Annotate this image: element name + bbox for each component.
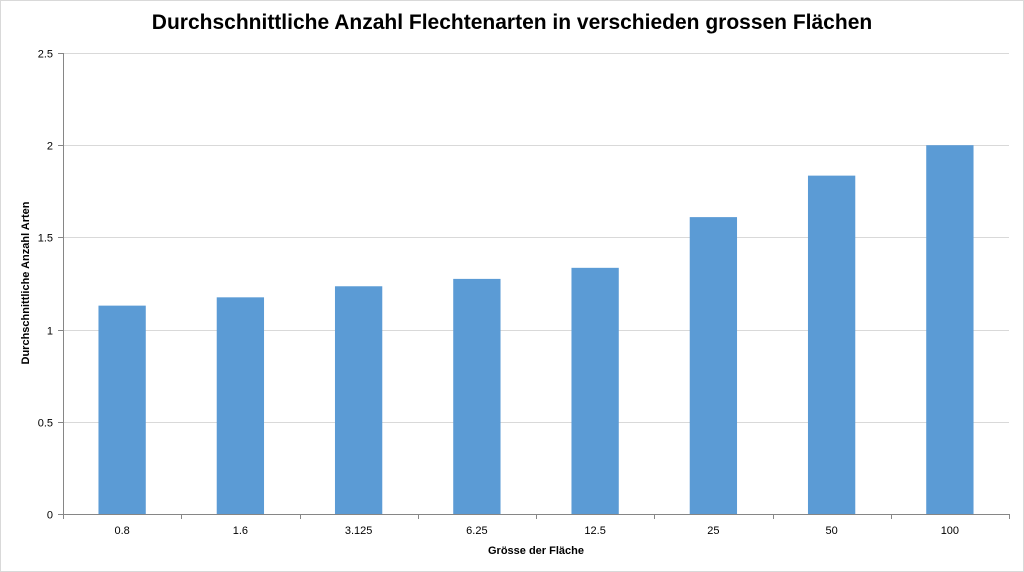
bar bbox=[926, 145, 974, 514]
x-tick-label: 0.8 bbox=[114, 525, 129, 537]
x-tick-label: 50 bbox=[826, 525, 838, 537]
x-tick-label: 6.25 bbox=[466, 525, 487, 537]
gridlines bbox=[58, 53, 1009, 515]
bar bbox=[216, 297, 265, 514]
x-tick-label: 12.5 bbox=[584, 525, 605, 537]
x-tick-label: 100 bbox=[941, 525, 959, 537]
y-tick-label: 0 bbox=[47, 510, 53, 522]
y-tick-label: 2 bbox=[47, 141, 53, 153]
y-tick-label: 1 bbox=[47, 326, 53, 338]
axes bbox=[63, 53, 1010, 519]
chart-title: Durchschnittliche Anzahl Flechtenarten i… bbox=[151, 11, 873, 34]
bar bbox=[689, 217, 738, 514]
x-tick-label: 1.6 bbox=[233, 525, 248, 537]
bar bbox=[571, 267, 619, 514]
bar bbox=[98, 305, 146, 514]
y-axis-title: Durchschnittliche Anzahl Arten bbox=[20, 201, 32, 364]
y-tick-labels: 0 0.5 1 1.5 2 2.5 bbox=[38, 49, 53, 522]
x-tick-labels: 0.8 1.6 3.125 6.25 12.5 25 50 100 bbox=[114, 525, 959, 537]
bars bbox=[98, 145, 974, 514]
bar bbox=[334, 286, 383, 514]
y-tick-label: 2.5 bbox=[38, 49, 53, 61]
x-axis-title: Grösse der Fläche bbox=[488, 545, 584, 557]
x-tick-label: 3.125 bbox=[345, 525, 373, 537]
bar bbox=[807, 175, 856, 514]
y-tick-label: 0.5 bbox=[38, 418, 53, 430]
y-tick-label: 1.5 bbox=[38, 233, 53, 245]
bar bbox=[453, 278, 501, 514]
x-tick-label: 25 bbox=[707, 525, 719, 537]
